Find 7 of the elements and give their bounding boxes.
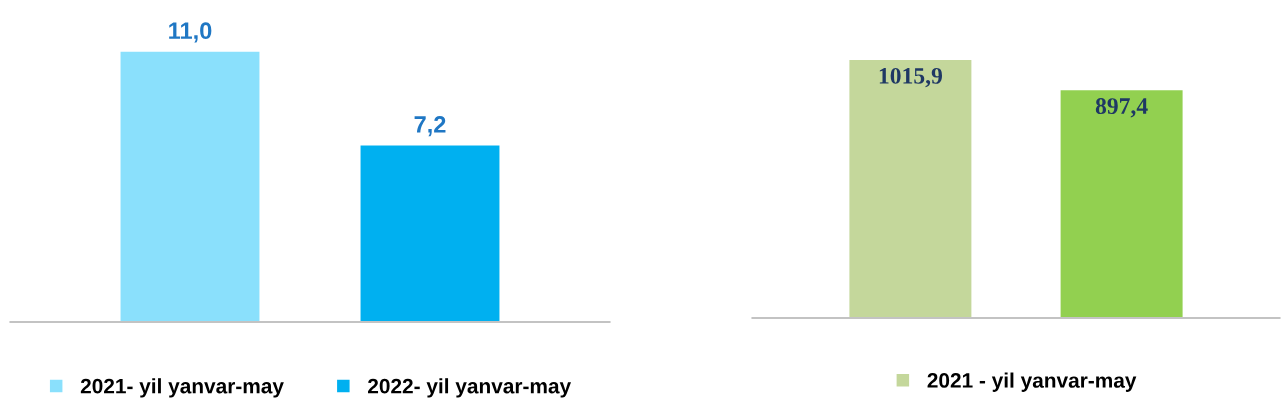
data-label: 1015,9 (879, 67, 943, 88)
legend-label: 2021- yil yanvar-may (80, 378, 284, 398)
data-label: 11,0 (169, 22, 212, 43)
data-label: 7,2 (414, 116, 446, 137)
legend-label: 2022- yil yanvar-may (368, 378, 572, 398)
data-label: 897,4 (1095, 98, 1148, 118)
legend-label: 2021 - yil yanvar-may (927, 372, 1137, 392)
